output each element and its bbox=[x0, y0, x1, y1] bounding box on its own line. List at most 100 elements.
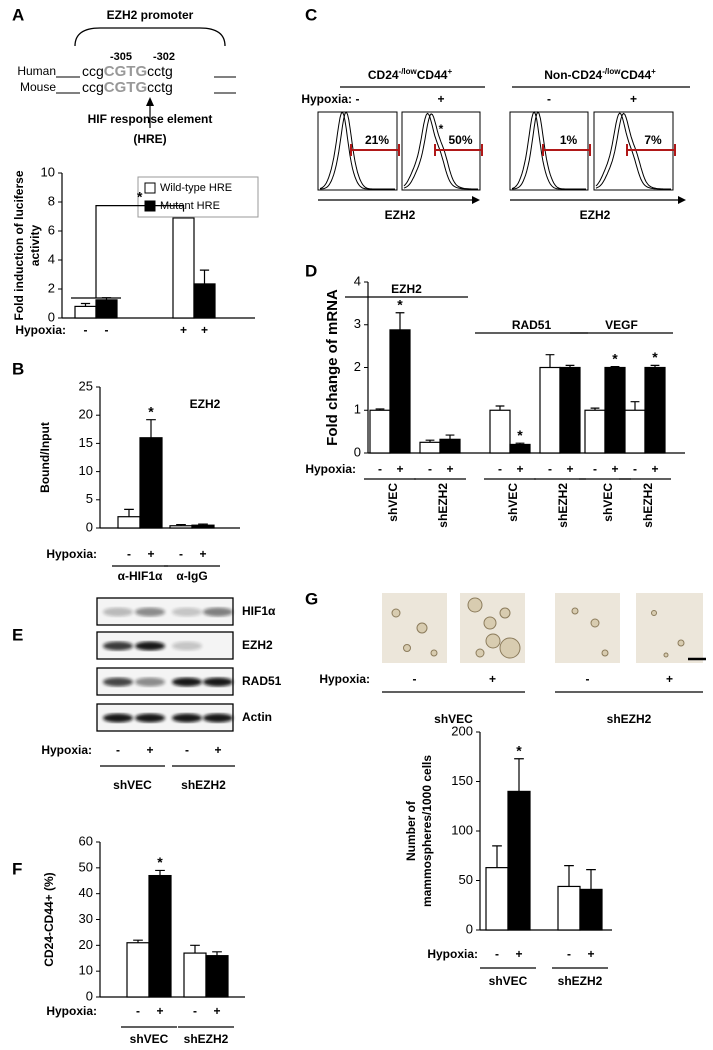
y-axis-label: Number of bbox=[404, 800, 418, 861]
y-tick-label: 1 bbox=[354, 402, 361, 417]
hypoxia-sign: + bbox=[146, 743, 153, 757]
sequence: ccgCGTGcctg bbox=[82, 79, 173, 96]
bar-label: - bbox=[548, 462, 552, 476]
error-bar bbox=[610, 366, 620, 368]
x-tick-label: shVEC bbox=[489, 974, 528, 988]
bar bbox=[369, 409, 391, 454]
y-axis-label: activity bbox=[28, 224, 42, 266]
y-tick-label: 60 bbox=[79, 833, 93, 848]
bar bbox=[205, 955, 229, 998]
y-tick-label: 2 bbox=[354, 359, 361, 374]
significance: * bbox=[612, 350, 618, 366]
header-part: + bbox=[447, 67, 452, 76]
error-bar bbox=[545, 354, 555, 368]
histogram-curve bbox=[403, 113, 478, 190]
error-bar bbox=[495, 405, 505, 411]
bar-label: + bbox=[515, 947, 522, 961]
error-bar bbox=[492, 845, 502, 868]
y-tick-label: 20 bbox=[79, 937, 93, 952]
hypoxia-sign: - bbox=[185, 743, 189, 757]
bar bbox=[139, 437, 163, 529]
bar bbox=[389, 329, 411, 454]
band bbox=[172, 641, 202, 651]
error-bar bbox=[630, 401, 640, 411]
panel-letter: D bbox=[305, 261, 317, 280]
y-tick-label: 25 bbox=[79, 378, 93, 393]
x-tick-label: shEZH2 bbox=[184, 1032, 229, 1046]
group-header: Non-CD24-/lowCD44+ bbox=[544, 67, 656, 83]
bar bbox=[172, 217, 195, 319]
y-tick-label: 20 bbox=[79, 407, 93, 422]
blot-label: RAD51 bbox=[242, 674, 282, 688]
bar-label: + bbox=[587, 947, 594, 961]
y-tick-label: 0 bbox=[86, 519, 93, 534]
error-bar bbox=[564, 865, 574, 887]
significance: * bbox=[148, 403, 154, 419]
mammosphere bbox=[485, 633, 501, 649]
bar-label: - bbox=[378, 462, 382, 476]
y-tick-label: 200 bbox=[451, 723, 473, 738]
seq-flank: ccg bbox=[82, 63, 104, 79]
bar-label: + bbox=[180, 323, 187, 337]
significance: * bbox=[157, 854, 163, 870]
brace bbox=[74, 27, 226, 47]
group-label: shVEC bbox=[434, 712, 473, 726]
mammosphere bbox=[677, 639, 685, 647]
error-bar bbox=[590, 407, 600, 411]
blot-label: EZH2 bbox=[242, 638, 273, 652]
bar-label: - bbox=[567, 947, 571, 961]
bar bbox=[193, 283, 216, 319]
species: Mouse bbox=[20, 80, 56, 94]
row-label: Hypoxia: bbox=[301, 92, 352, 106]
band bbox=[203, 677, 233, 687]
bar-label: - bbox=[498, 462, 502, 476]
y-tick-label: 50 bbox=[79, 859, 93, 874]
band bbox=[103, 713, 133, 723]
error-bar bbox=[514, 758, 524, 792]
y-tick-label: 150 bbox=[451, 773, 473, 788]
blot-label: Actin bbox=[242, 710, 272, 724]
gate-label: 7% bbox=[644, 133, 662, 147]
bar bbox=[191, 524, 215, 529]
group-label: shEZH2 bbox=[181, 778, 226, 792]
bar-label: - bbox=[179, 547, 183, 561]
error-bar bbox=[176, 524, 186, 526]
y-axis-label: Fold change of mRNA bbox=[324, 289, 341, 446]
bar-label: + bbox=[396, 462, 403, 476]
y-axis-label: CD24-CD44+ (%) bbox=[42, 872, 56, 966]
gate bbox=[626, 144, 676, 156]
error-bar bbox=[199, 269, 210, 284]
hypoxia-sign: + bbox=[437, 92, 444, 106]
bar-label: + bbox=[199, 547, 206, 561]
band bbox=[103, 641, 133, 651]
promoter-title: EZH2 promoter bbox=[107, 8, 194, 22]
mammosphere bbox=[467, 597, 483, 613]
x-tick-label: shVEC bbox=[506, 483, 520, 522]
error-bar bbox=[212, 951, 222, 956]
mammosphere bbox=[499, 637, 521, 659]
mammosphere bbox=[391, 608, 401, 618]
micrograph bbox=[555, 593, 620, 663]
header-part: CD24 bbox=[368, 68, 399, 82]
header-part: CD44 bbox=[620, 68, 651, 82]
bar bbox=[169, 525, 193, 529]
histogram-curve bbox=[595, 112, 671, 190]
bar bbox=[183, 952, 207, 998]
band bbox=[135, 607, 165, 617]
bar-label: - bbox=[193, 1004, 197, 1018]
row-label: Hypoxia: bbox=[319, 672, 370, 686]
error-bar bbox=[445, 434, 455, 440]
species: Human bbox=[17, 64, 56, 78]
sequence: ccgCGTGcctg bbox=[82, 63, 173, 80]
y-tick-label: 30 bbox=[79, 911, 93, 926]
error-bar bbox=[425, 439, 435, 443]
header-part: -/low bbox=[602, 67, 621, 76]
blot-label: HIF1α bbox=[242, 604, 276, 618]
significance: * bbox=[516, 742, 522, 758]
bar-label: - bbox=[428, 462, 432, 476]
arrow-head bbox=[472, 196, 480, 204]
y-tick-label: 0 bbox=[466, 921, 473, 936]
y-tick-label: 4 bbox=[48, 251, 55, 266]
y-tick-label: 3 bbox=[354, 316, 361, 331]
